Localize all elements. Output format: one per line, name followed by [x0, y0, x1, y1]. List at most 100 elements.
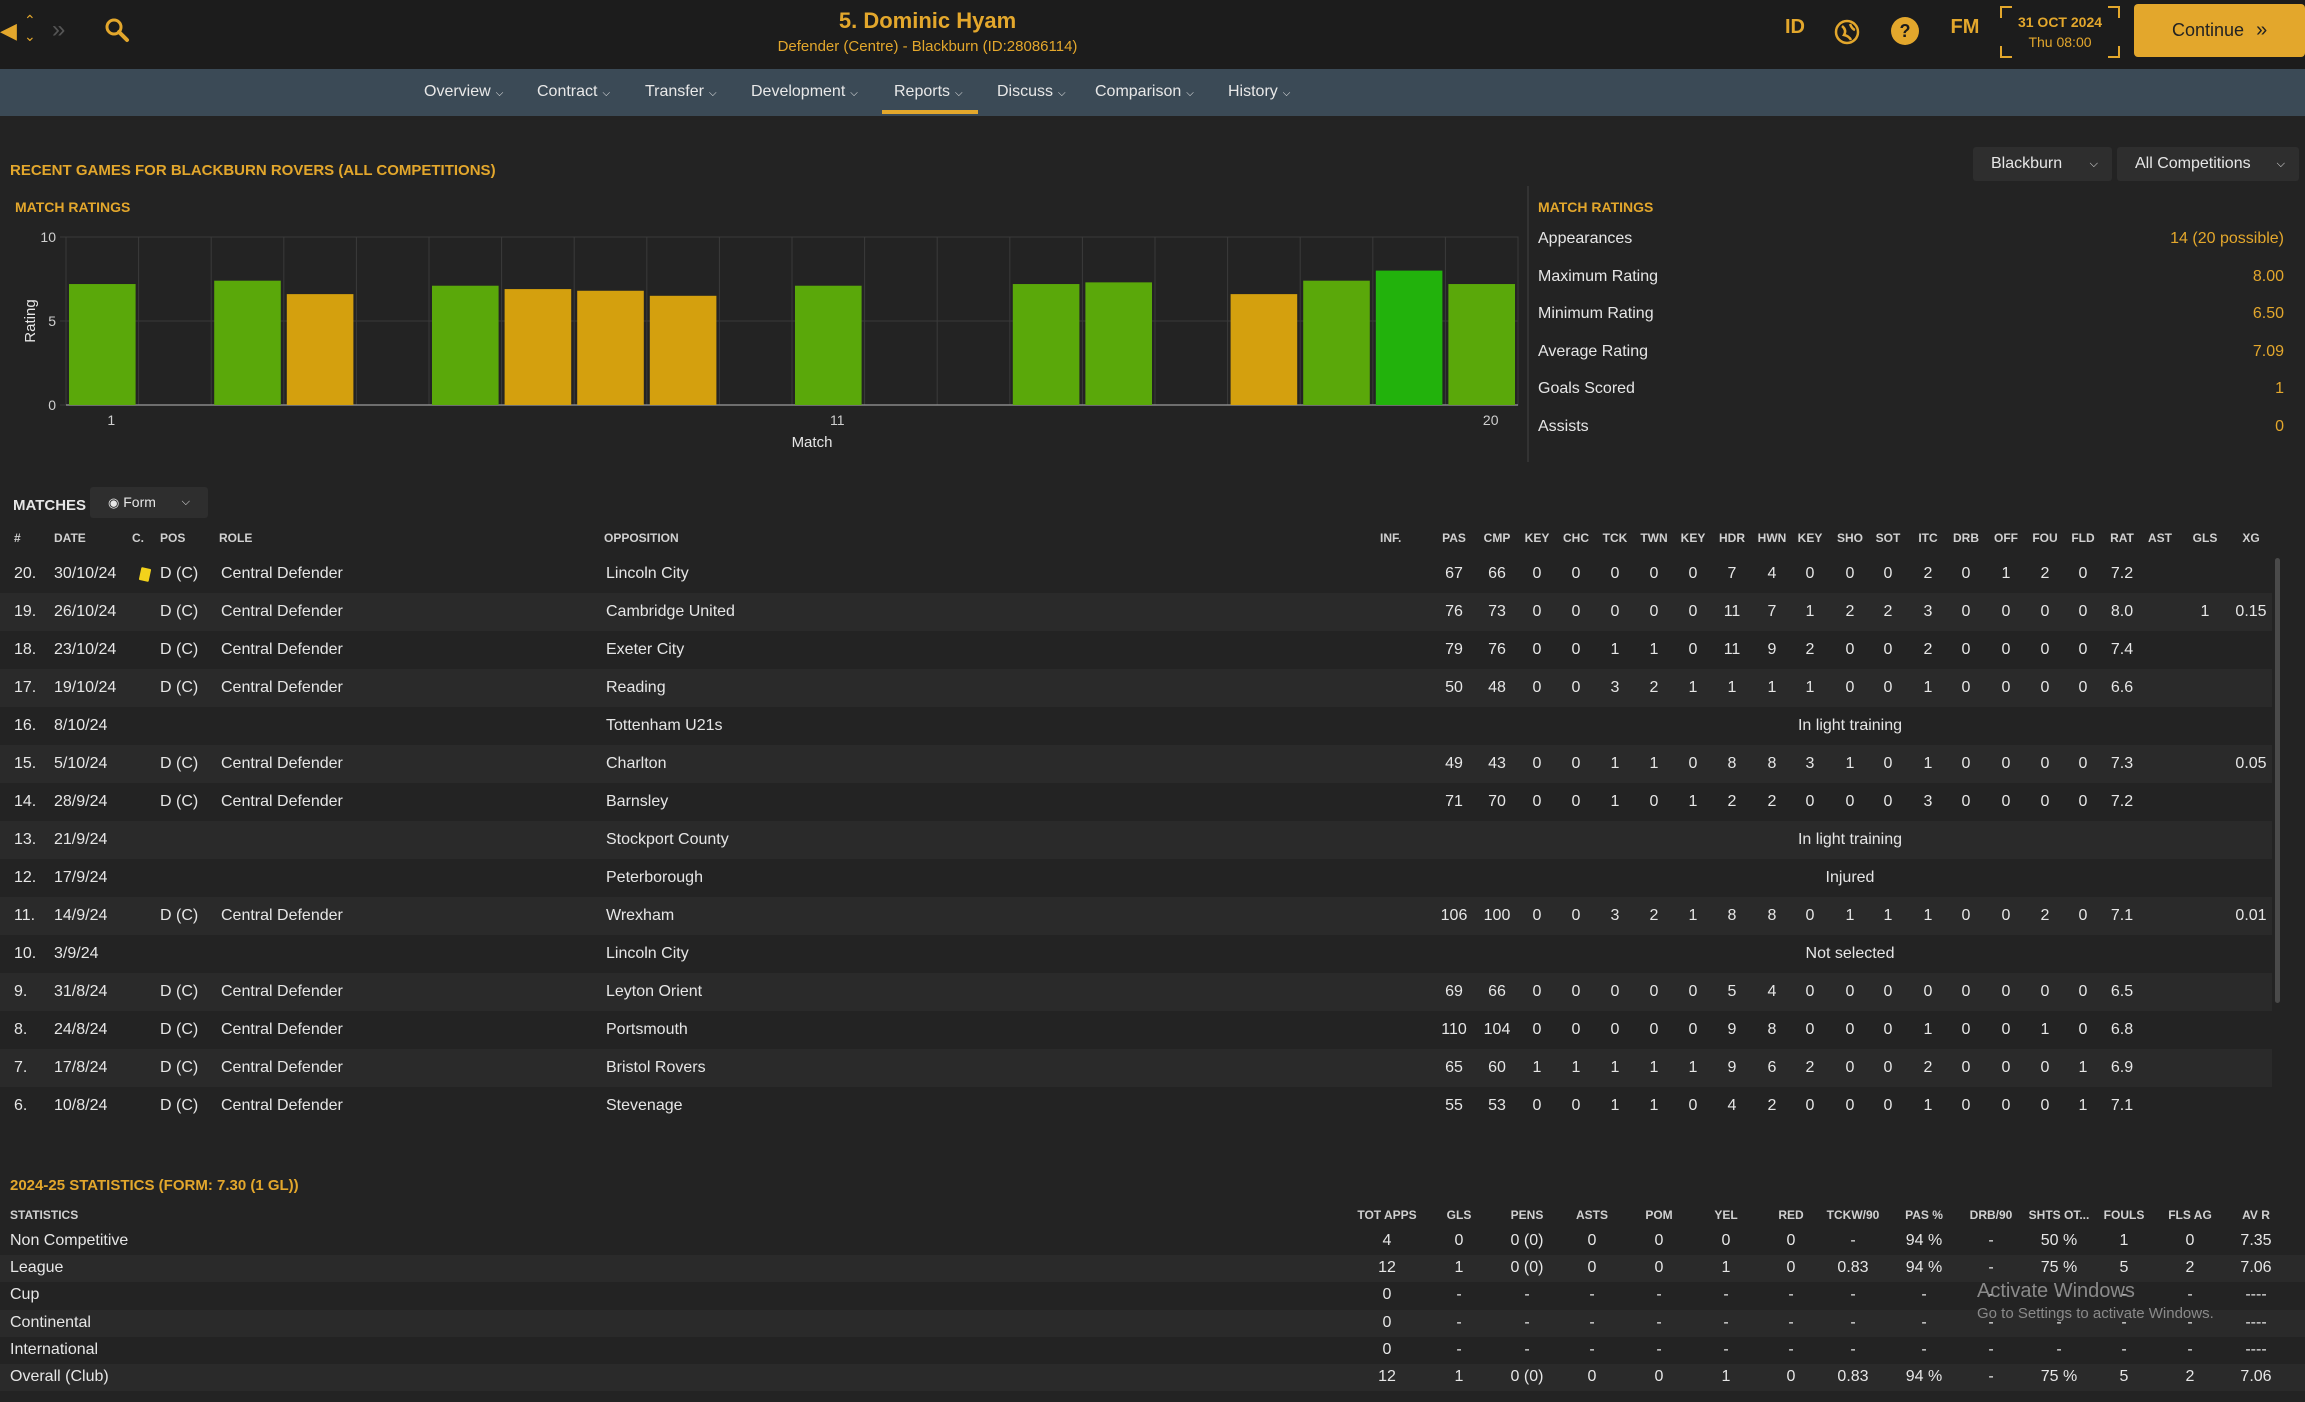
match-row[interactable]: 17. 19/10/24 D (C) Central Defender Reading 5…: [0, 669, 2272, 707]
stats-row[interactable]: Continental 0- - - - - - - - - - - - ----: [0, 1309, 2305, 1337]
nav-tab-contract[interactable]: Contract ⌵: [537, 83, 610, 101]
up-down-arrows-icon[interactable]: ⌃ ⌄: [24, 12, 36, 44]
stats-value: 1: [1721, 1259, 1731, 1277]
chevron-down-icon: ⌵: [2276, 158, 2285, 170]
stats-value: 0: [1786, 1232, 1796, 1249]
match-stat: 0: [1688, 1097, 1698, 1114]
forward-arrow-icon[interactable]: »: [52, 16, 66, 43]
rating-bar[interactable]: [1012, 284, 1080, 405]
rating-bar[interactable]: [286, 294, 354, 405]
rating-bar[interactable]: [795, 285, 862, 405]
double-chevron-icon: »: [2256, 19, 2268, 41]
id-button[interactable]: ID: [1785, 16, 1805, 38]
competition-dropdown[interactable]: All Competitions ⌵: [2117, 147, 2299, 181]
match-stat: 8: [1727, 907, 1737, 924]
match-row[interactable]: 12. 17/9/24 Peterborough Injured: [0, 859, 2272, 897]
match-date: 3/9/24: [54, 945, 99, 962]
club-dropdown[interactable]: Blackburn ⌵: [1973, 147, 2112, 181]
match-stat: 0: [1649, 565, 1659, 582]
match-row[interactable]: 13. 21/9/24 Stockport County In light train…: [0, 821, 2272, 859]
player-subtitle[interactable]: Defender (Centre) - Blackburn (ID:280861…: [777, 38, 1078, 55]
match-row[interactable]: 6. 10/8/24 D (C) Central Defender Stevenage 5…: [0, 1087, 2272, 1125]
nav-tab-discuss[interactable]: Discuss ⌵: [997, 83, 1066, 101]
stats-value: 50 %: [2040, 1232, 2078, 1249]
match-row[interactable]: 18. 23/10/24 D (C) Central Defender Exeter C…: [0, 631, 2272, 669]
back-arrow-icon[interactable]: ◀: [0, 18, 17, 43]
stats-value: 0: [1654, 1232, 1664, 1249]
match-stat: 2: [1767, 1097, 1777, 1114]
nav-tab-development[interactable]: Development ⌵: [751, 83, 858, 101]
column-header: SHO: [1836, 531, 1863, 545]
match-stat: 8: [1767, 907, 1777, 924]
rating-bar[interactable]: [214, 280, 281, 405]
match-stat: 0: [1961, 793, 1971, 810]
match-row[interactable]: 7. 17/8/24 D (C) Central Defender Bristol Ro…: [0, 1049, 2272, 1087]
match-stat: 0: [1571, 641, 1581, 658]
search-icon[interactable]: [104, 17, 130, 43]
match-stat: 0: [1883, 641, 1893, 658]
match-stat: 67: [1445, 565, 1463, 582]
nav-tab-history[interactable]: History ⌵: [1228, 83, 1290, 101]
rating-bar[interactable]: [1303, 280, 1370, 405]
nav-tab-overview[interactable]: Overview ⌵: [424, 83, 503, 101]
stats-row[interactable]: Non Competitive 4 0 0 (0) 0 0 0 0 - 94 % - 50 % 1 0 7.…: [0, 1228, 2305, 1255]
match-row[interactable]: 8. 24/8/24 D (C) Central Defender Portsmouth…: [0, 1011, 2272, 1049]
stats-value: 0: [1382, 1313, 1392, 1331]
globe-icon[interactable]: [1833, 18, 1861, 46]
match-row[interactable]: 10. 3/9/24 Lincoln City Not selected: [0, 935, 2272, 973]
stats-row[interactable]: Cup 0- - - - - - - - - - - - ----: [0, 1282, 2305, 1309]
stats-value: 12: [1378, 1259, 1396, 1277]
rating-bar[interactable]: [504, 289, 572, 405]
column-header: OFF: [1994, 531, 2018, 545]
stats-value: -: [1589, 1340, 1595, 1358]
chevron-down-icon: ⌵: [1186, 88, 1194, 99]
match-stat: 1: [1923, 1097, 1933, 1114]
match-stat: 8: [1767, 1021, 1777, 1038]
nav-tab-comparison[interactable]: Comparison ⌵: [1095, 83, 1194, 101]
match-row[interactable]: 14. 28/9/24 D (C) Central Defender Barnsley 7…: [0, 783, 2272, 821]
match-row[interactable]: 20. 30/10/24 D (C) Central Defender Lincoln …: [0, 555, 2272, 593]
summary-value: 14 (20 possible): [2170, 230, 2284, 247]
match-stat: 0: [1688, 565, 1698, 582]
match-stat: 0: [1610, 565, 1620, 582]
date-display[interactable]: 31 OCT 2024 Thu 08:00: [2000, 6, 2120, 58]
stats-row[interactable]: League 12 1 0 (0) 0 0 1 0 0.83 94 % - 75 % 5 2 7.06: [0, 1255, 2305, 1283]
match-row[interactable]: 11. 14/9/24 D (C) Central Defender Wrexham 10…: [0, 897, 2272, 935]
stats-row[interactable]: International 0- - - - - - - - - - - - ----: [0, 1337, 2305, 1364]
match-row[interactable]: 19. 26/10/24 D (C) Central Defender Cambridg…: [0, 593, 2272, 631]
scrollbar[interactable]: [2275, 558, 2280, 1003]
rating-bar[interactable]: [69, 284, 136, 405]
match-row[interactable]: 15. 5/10/24 D (C) Central Defender Charlton 4…: [0, 745, 2272, 783]
help-icon[interactable]: ?: [1891, 17, 1919, 45]
rating-bar[interactable]: [649, 295, 717, 405]
match-stat: 3: [1923, 793, 1933, 810]
match-opposition: Leyton Orient: [606, 983, 703, 1000]
summary-value: 8.00: [2252, 267, 2284, 285]
match-stat: 0: [2078, 1021, 2088, 1038]
rating-bar[interactable]: [432, 285, 499, 405]
stats-row[interactable]: Overall (Club) 12 1 0 (0) 0 0 1 0 0.83 94 % - 75 % 5…: [0, 1364, 2305, 1391]
match-stat: 7: [1727, 565, 1737, 582]
rating-bar[interactable]: [1375, 270, 1443, 405]
nav-tab-reports[interactable]: Reports ⌵: [894, 83, 963, 101]
rating-bar[interactable]: [1448, 284, 1515, 405]
rating-bar[interactable]: [1085, 282, 1152, 405]
match-stat: 53: [1488, 1097, 1506, 1114]
continue-button[interactable]: Continue »: [2134, 4, 2305, 57]
stats-value: -: [1988, 1340, 1994, 1358]
nav-tab-transfer[interactable]: Transfer ⌵: [645, 83, 717, 101]
match-row[interactable]: 16. 8/10/24 Tottenham U21s In light trainin…: [0, 707, 2272, 745]
stats-value: 0: [1654, 1259, 1664, 1277]
stats-value: 0: [1654, 1368, 1664, 1385]
view-dropdown[interactable]: ◉ Form ⌵: [90, 487, 208, 518]
rating-bar[interactable]: [1230, 294, 1298, 405]
fm-menu-button[interactable]: FM: [1950, 16, 1980, 38]
rating-bar[interactable]: [577, 290, 644, 405]
match-stat: 0: [1610, 1021, 1620, 1038]
summary-value: 6.50: [2252, 305, 2284, 322]
match-number: 18.: [14, 641, 37, 658]
stats-value: -: [1456, 1340, 1462, 1358]
match-row[interactable]: 9. 31/8/24 D (C) Central Defender Leyton Ori…: [0, 973, 2272, 1011]
stats-value: -: [1921, 1286, 1927, 1304]
column-header: KEY: [1524, 531, 1550, 545]
